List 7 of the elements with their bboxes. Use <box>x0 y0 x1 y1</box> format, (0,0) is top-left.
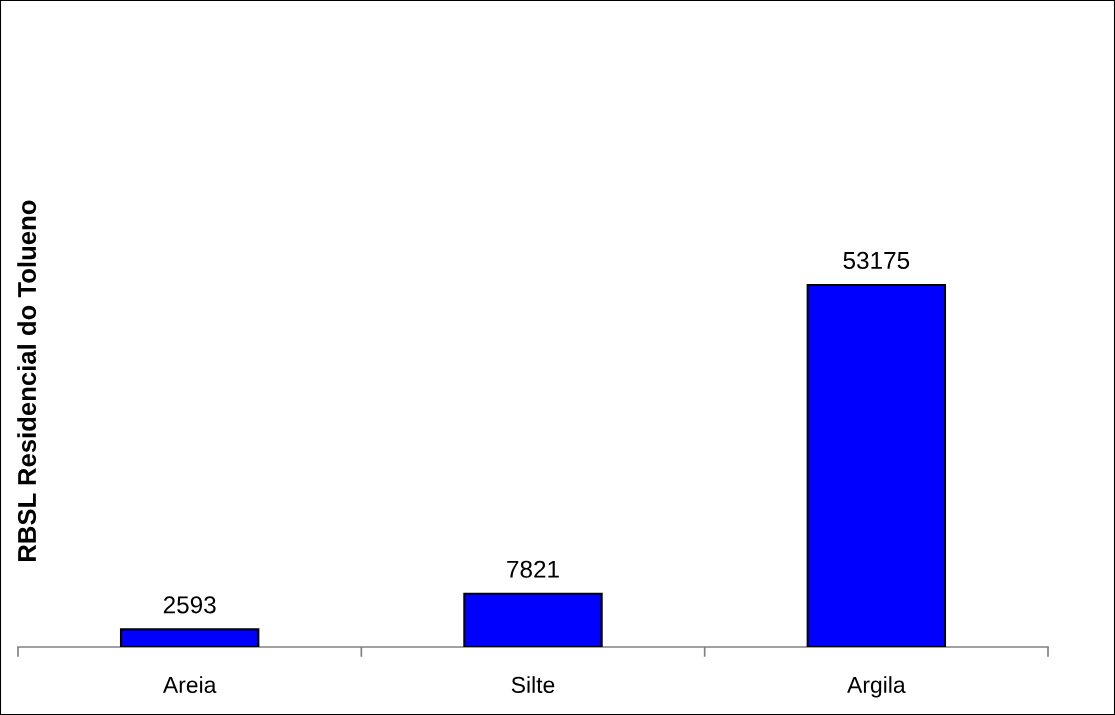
data-label: 2593 <box>163 596 216 614</box>
y-axis-title: RBSL Residencial do Tolueno <box>17 200 37 561</box>
data-label: 7821 <box>507 560 559 578</box>
x-tick-label: Silte <box>511 676 555 693</box>
x-tick-label: Argila <box>847 676 906 698</box>
x-tick-label: Areia <box>162 676 217 693</box>
data-label: 53175 <box>843 251 910 270</box>
